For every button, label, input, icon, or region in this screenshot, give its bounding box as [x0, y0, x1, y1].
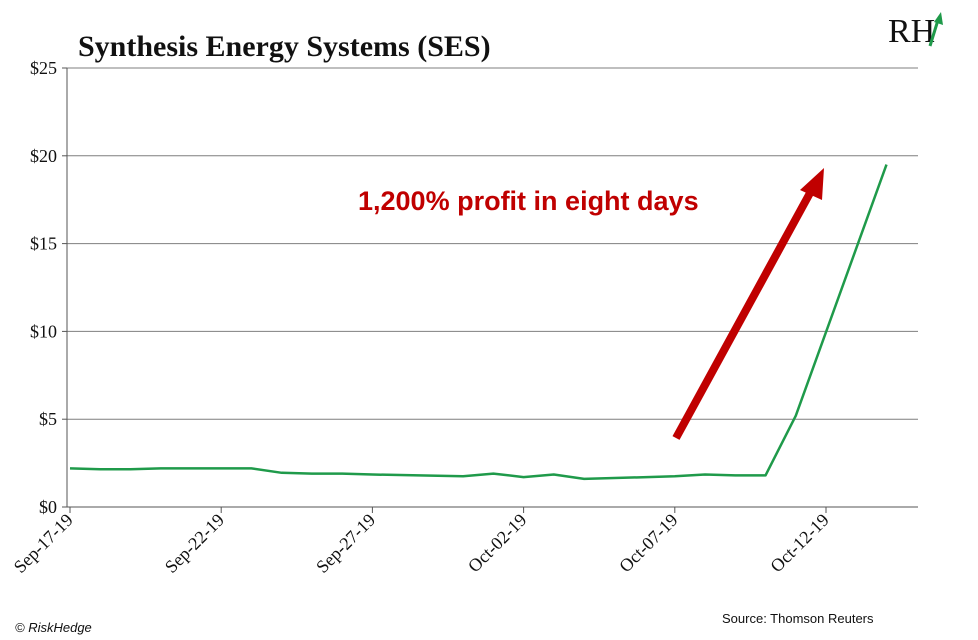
annotation-arrow-icon	[672, 168, 824, 440]
y-tick-label: $20	[30, 146, 57, 166]
y-tick-label: $10	[30, 321, 57, 341]
x-tick-label: Sep-27-19	[312, 510, 379, 577]
x-tick-label: Oct-12-19	[766, 510, 832, 576]
x-axis-ticks: Sep-17-19 Sep-22-19 Sep-27-19 Oct-02-19 Oct-…	[10, 507, 833, 577]
annotation-text: 1,200% profit in eight days	[358, 186, 699, 216]
y-tick-label: $0	[39, 497, 57, 517]
series-line	[69, 164, 888, 481]
logo-arrow-icon	[928, 12, 943, 47]
x-tick-label: Sep-17-19	[10, 510, 77, 577]
chart-title: Synthesis Energy Systems (SES)	[78, 30, 491, 63]
x-tick-label: Oct-07-19	[615, 510, 681, 576]
x-tick-label: Oct-02-19	[464, 510, 530, 576]
series-lines	[69, 164, 888, 481]
gridlines	[67, 67, 918, 420]
copyright: © RiskHedge	[15, 620, 92, 635]
y-tick-label: $15	[30, 234, 57, 254]
logo-text: RH	[888, 13, 935, 50]
y-tick-label: $5	[39, 409, 57, 429]
x-tick-label: Sep-22-19	[161, 510, 228, 577]
y-axis-ticks: $0 $5 $10 $15 $20 $25	[30, 58, 67, 517]
y-tick-label: $25	[30, 58, 57, 78]
source-note: Source: Thomson Reuters	[722, 611, 874, 626]
logo: RH	[888, 12, 943, 50]
